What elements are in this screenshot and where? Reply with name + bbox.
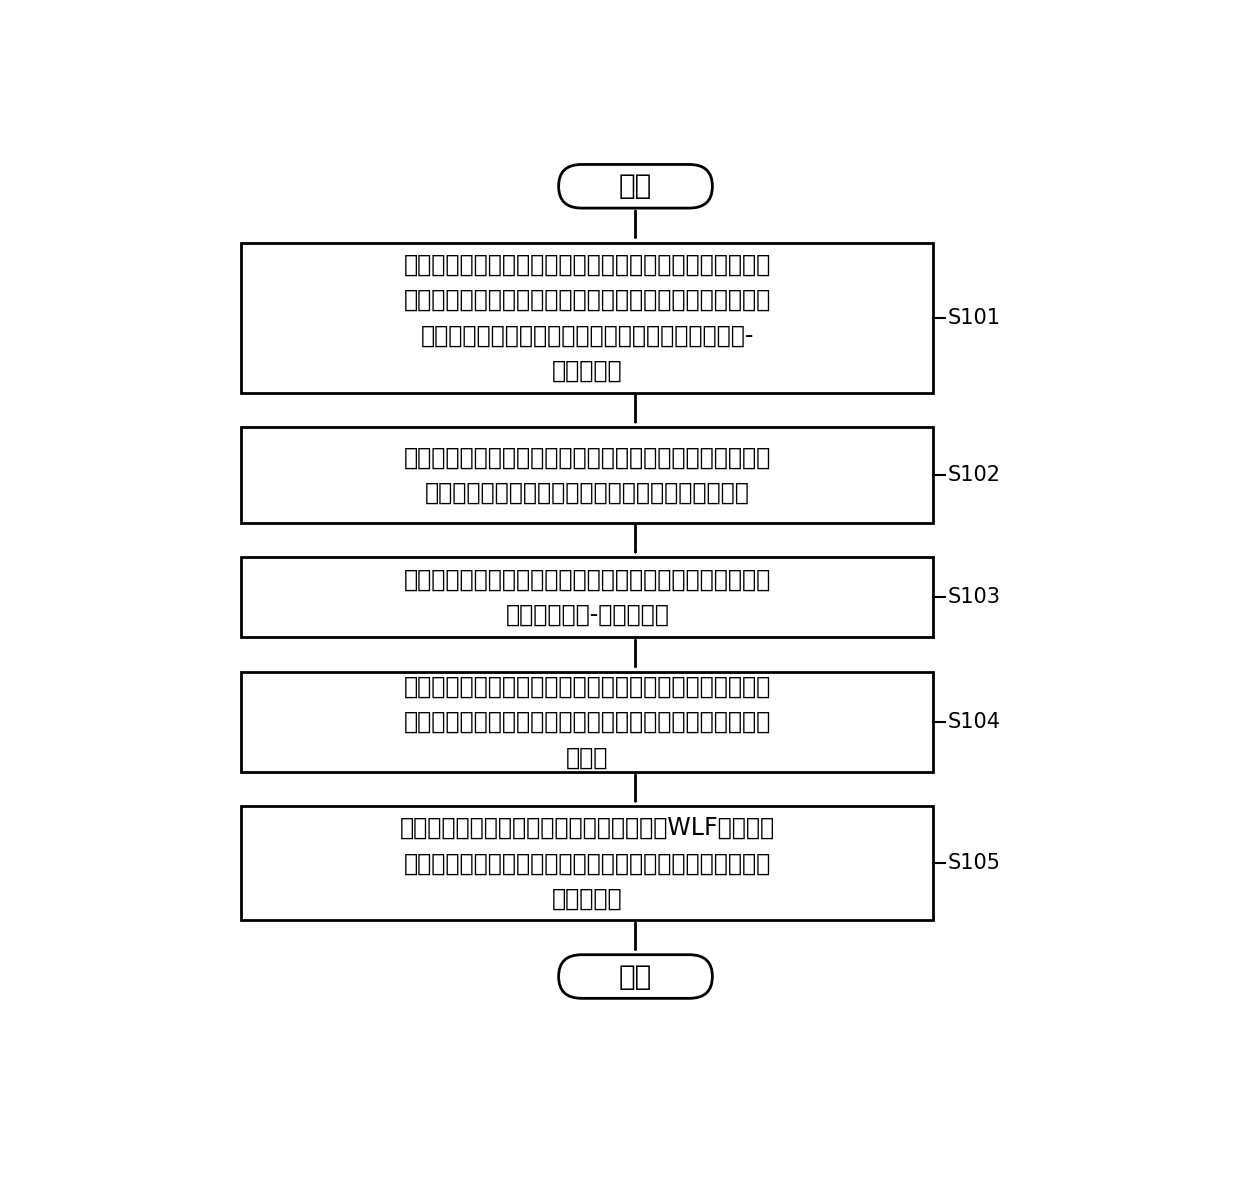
Text: S104: S104 — [947, 712, 1001, 732]
Text: 在多个温度下，以所述第一加载速率对所述胶垫从所述第一
强度范围的最小值逐步加载至所述第一强度范围的最大值以
获得所述多个温度的每个温度下的所述胶垫的静荷载-
静: 在多个温度下，以所述第一加载速率对所述胶垫从所述第一 强度范围的最小值逐步加载至… — [404, 253, 771, 383]
Text: S101: S101 — [947, 308, 1001, 327]
Text: 以第二加载速率分别测取所述胶垫在所述多个温度的每个温
度下的动荷载-动位移曲线: 以第二加载速率分别测取所述胶垫在所述多个温度的每个温 度下的动荷载-动位移曲线 — [404, 568, 771, 627]
Text: S105: S105 — [947, 854, 1001, 873]
Bar — [242, 428, 934, 523]
Bar — [242, 242, 934, 393]
Text: 根据所述动荷载动位移曲线，得到与所述第二加载速率对应
的频率下的所述多个温度的每个温度下的所述胶垫的动态力
学特征: 根据所述动荷载动位移曲线，得到与所述第二加载速率对应 的频率下的所述多个温度的每… — [404, 674, 771, 769]
Text: S102: S102 — [947, 465, 1001, 485]
Text: 开始: 开始 — [619, 172, 652, 201]
FancyBboxPatch shape — [558, 954, 712, 998]
Bar — [242, 672, 934, 772]
Text: 根据所述动态力学特征、温频等效原理以及WLF方程，获
得所述多个温度的每个温度下的所述胶垫的不同频率下的动
态力学参数: 根据所述动态力学特征、温频等效原理以及WLF方程，获 得所述多个温度的每个温度下… — [399, 816, 775, 911]
Text: 结束: 结束 — [619, 963, 652, 991]
Bar — [242, 557, 934, 638]
FancyBboxPatch shape — [558, 164, 712, 208]
Text: S103: S103 — [947, 587, 1001, 607]
Bar — [242, 807, 934, 920]
Text: 根据所述静荷载静位移曲线进行有限元分析仿真，获得在第
一预定静荷载的作用下所述胶垫承受的动荷载的范围: 根据所述静荷载静位移曲线进行有限元分析仿真，获得在第 一预定静荷载的作用下所述胶… — [404, 445, 771, 504]
